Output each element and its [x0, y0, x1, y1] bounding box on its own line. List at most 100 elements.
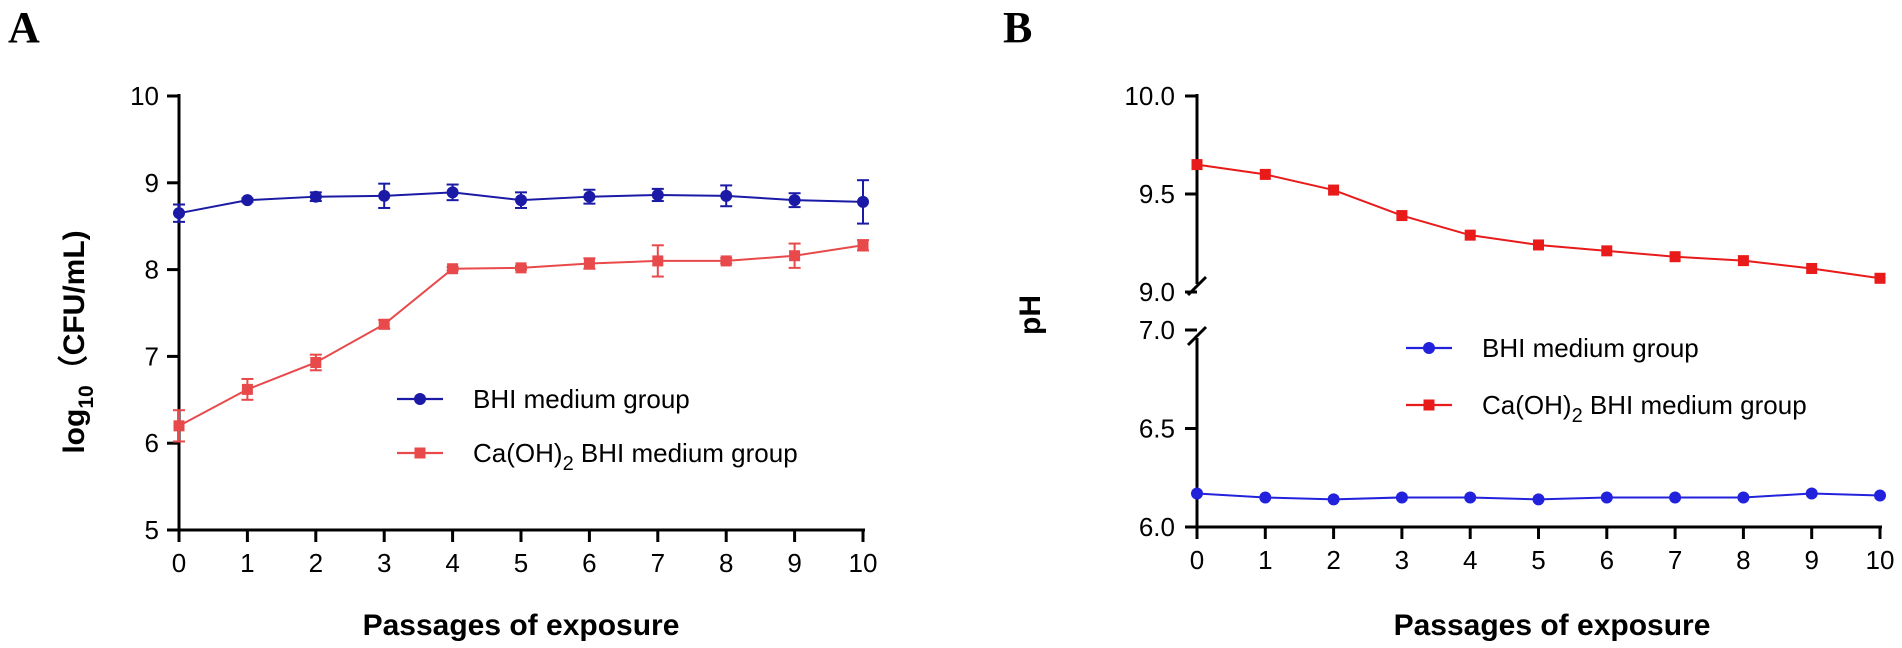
panel-b-y-tick-label: 10.0	[1124, 81, 1175, 111]
panel-b-x-tick-label: 0	[1190, 545, 1204, 575]
panel-b-x-tick-label: 4	[1463, 545, 1477, 575]
panel-a-series-1-point	[515, 262, 527, 274]
panel-a-x-tick-label: 7	[651, 548, 665, 578]
panel-a-legend-item-0-label-part: BHI medium group	[473, 384, 690, 414]
panel-b-x-tick-label: 8	[1736, 545, 1750, 575]
panel-b-series-1-point	[1259, 168, 1271, 180]
panel-a-series-1-point	[241, 383, 253, 395]
panel-b-label: B	[1003, 3, 1032, 52]
panel-b-series-0-point	[1805, 487, 1818, 500]
panel-b-series	[1191, 159, 1886, 506]
panel-a-series-1-point	[378, 318, 390, 330]
panel-a-x-tick-label: 5	[514, 548, 528, 578]
panel-b-x-tick-label: 10	[1866, 545, 1895, 575]
panel-b-x-tick-label: 9	[1804, 545, 1818, 575]
panel-b-series-1-point	[1601, 245, 1613, 257]
panel-a-series-0-point	[583, 190, 596, 203]
panel-b-series-0-point	[1395, 491, 1408, 504]
panel-a-y-axis-title-unit: （CFU/mL)	[57, 230, 91, 385]
panel-b-y-tick-label: 6.5	[1139, 414, 1175, 444]
panel-b-axes: 9.0 9.5 10.0 6.0 6.5 7.0 0 1 2 3 4 5 6 7 8 9 10	[1124, 81, 1894, 575]
panel-a-x-tick-label: 9	[787, 548, 801, 578]
panel-b-series-1-point	[1191, 159, 1203, 171]
panel-a-axes: 5 6 7 8 9 10 0 1 2 3 4 5 6 7 8 9 10	[130, 81, 877, 578]
panel-b-legend-item-0-label-part: BHI medium group	[1482, 333, 1699, 363]
panel-a-label: A	[8, 3, 40, 52]
panel-b-x-tick-label: 1	[1258, 545, 1272, 575]
panel-a-y-axis-title: log10（CFU/mL)	[57, 230, 98, 453]
panel-a-series-0-point	[720, 189, 733, 202]
panel-b-x-axis-title: Passages of exposure	[1394, 609, 1711, 642]
panel-a-legend-item-1-label: Ca(OH)2 BHI medium group	[473, 438, 798, 475]
panel-a-legend-item-1-label-part: Ca(OH)	[473, 438, 563, 468]
panel-a-x-tick-label: 6	[582, 548, 596, 578]
panel-b-x-tick-label: 7	[1668, 545, 1682, 575]
panel-a-series-0-point	[173, 207, 185, 220]
panel-a-series-0-point	[309, 190, 322, 203]
panel-a-series-0-point	[378, 189, 391, 202]
panel-a-x-tick-label: 10	[849, 548, 878, 578]
panel-a-legend-item-0-marker	[414, 393, 426, 405]
panel-b-x-tick-label: 3	[1395, 545, 1409, 575]
panel-a-x-tick-label: 0	[172, 548, 186, 578]
panel-b-y-tick-label: 7.0	[1139, 315, 1175, 345]
panel-b-series-1-point	[1328, 184, 1340, 196]
panel-a-y-tick-label: 10	[130, 81, 159, 111]
panel-a-y-tick-label: 7	[145, 341, 159, 371]
panel-b-y-tick-label: 6.0	[1139, 512, 1175, 542]
panel-a-series-1-point	[720, 255, 732, 267]
panel-a-series-0-point	[857, 195, 869, 208]
panel-a-y-axis-title-subscript: 10	[75, 385, 98, 408]
panel-b-series-0-point	[1669, 491, 1682, 504]
panel-b-series-0-point	[1737, 491, 1750, 504]
panel-b-series-0-point	[1327, 493, 1340, 506]
panel-a-x-tick-label: 4	[445, 548, 459, 578]
panel-b-legend-item-1-marker	[1423, 399, 1435, 411]
panel-a-series-0-point	[446, 186, 459, 199]
panel-b-legend-item-1-label: Ca(OH)2 BHI medium group	[1482, 390, 1807, 427]
panel-a-series-0-point	[515, 194, 527, 207]
panel-a-legend-item-1-label-part: BHI medium group	[574, 438, 798, 468]
panel-a-x-tick-label: 1	[240, 548, 254, 578]
panel-a-legend-item-1-marker	[414, 447, 426, 459]
panel-a-y-axis-title-main: log	[58, 409, 91, 454]
panel-a-x-tick-label: 3	[377, 548, 391, 578]
panel-b-x-tick-label: 6	[1600, 545, 1614, 575]
panel-b-legend-item-1-label-part: Ca(OH)	[1482, 390, 1572, 420]
chart-panel-a: 5 6 7 8 9 10 0 1 2 3 4 5 6 7 8 9 10 Passages of exposure…	[57, 81, 877, 642]
panel-a-legend-item-0-label: BHI medium group	[473, 384, 690, 414]
panel-b-y-tick-label: 9.0	[1139, 277, 1175, 307]
panel-b-axis-break-mark	[1186, 325, 1208, 347]
panel-a-series	[173, 179, 869, 443]
panel-a-y-tick-label: 6	[145, 428, 159, 458]
panel-a-y-tick-label: 8	[145, 255, 159, 285]
panel-b-series-0-point	[1600, 491, 1613, 504]
panel-a-series-1-point	[583, 258, 595, 270]
panel-a-series-1-point	[857, 239, 869, 251]
panel-a-series-1-point	[447, 263, 459, 275]
panel-b-series-1-point	[1669, 251, 1681, 263]
panel-b-series-0-point	[1874, 489, 1886, 502]
panel-b-series-1-point	[1806, 262, 1818, 274]
panel-a-series-1-point	[173, 420, 185, 432]
panel-a-series-0-point	[241, 194, 254, 207]
panel-b-legend-item-0-label: BHI medium group	[1482, 333, 1699, 363]
panel-b-series-1-point	[1464, 229, 1476, 241]
panel-a-series-0-point	[651, 188, 664, 201]
chart-panel-b: 9.0 9.5 10.0 6.0 6.5 7.0 0 1 2 3 4 5 6 7 8 9 10 Passages…	[1014, 81, 1894, 642]
panel-b-legend-item-1-label-part: BHI medium group	[1583, 390, 1807, 420]
panel-b-series-1-point	[1874, 272, 1886, 284]
panel-a-legend-item-1-label-part: 2	[563, 453, 574, 475]
panel-b-x-tick-label: 2	[1326, 545, 1340, 575]
panel-b-series-0-point	[1532, 493, 1545, 506]
panel-b-series-0-point	[1259, 491, 1272, 504]
panel-a-series-1-point	[652, 255, 664, 267]
panel-b-series-1-point	[1737, 255, 1749, 267]
panel-b-legend-item-1-label-part: 2	[1572, 405, 1583, 427]
panel-a-y-tick-label: 5	[145, 515, 159, 545]
panel-b-legend-item-0-marker	[1423, 342, 1435, 354]
panel-b-series-1-point	[1533, 239, 1544, 251]
panel-b-x-tick-label: 5	[1531, 545, 1545, 575]
